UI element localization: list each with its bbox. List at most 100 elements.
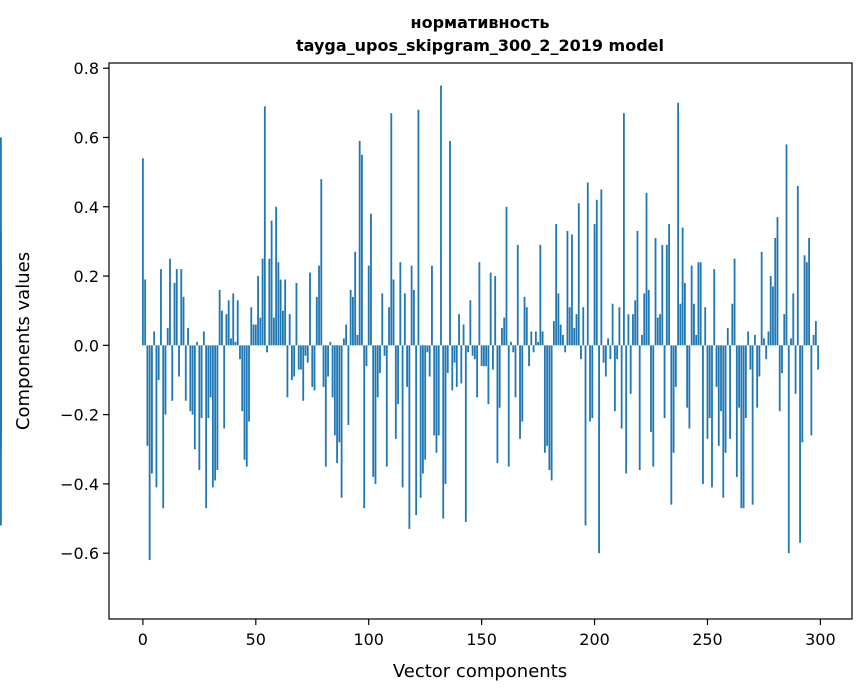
- bar: [503, 317, 506, 346]
- bar: [379, 345, 381, 374]
- bar: [288, 314, 291, 346]
- bar: [695, 334, 698, 346]
- bar: [510, 341, 512, 346]
- bar: [270, 220, 273, 346]
- bar: [817, 345, 820, 370]
- bar: [521, 345, 524, 422]
- bar: [480, 345, 483, 367]
- bar: [636, 231, 639, 346]
- bar: [250, 307, 253, 346]
- bar: [541, 331, 544, 346]
- y-tick-label: 0.2: [74, 267, 99, 286]
- bar: [182, 296, 185, 346]
- bar: [243, 345, 246, 460]
- bar: [643, 293, 646, 346]
- bar: [532, 345, 535, 353]
- bar: [291, 345, 293, 380]
- x-tick-label: 100: [353, 630, 384, 649]
- bar: [753, 334, 756, 346]
- bar: [476, 345, 479, 398]
- bar: [320, 179, 323, 346]
- bar: [564, 345, 567, 353]
- bar: [693, 303, 695, 346]
- bar: [519, 345, 521, 439]
- bar: [801, 345, 804, 443]
- bar: [394, 345, 397, 439]
- bar: [726, 328, 729, 346]
- bar: [799, 345, 801, 543]
- bar: [498, 345, 501, 408]
- bar: [494, 276, 497, 346]
- bar: [679, 303, 682, 346]
- bar: [489, 272, 492, 346]
- y-tick-label: −0.4: [60, 475, 99, 494]
- bar: [652, 345, 655, 467]
- bar: [412, 289, 415, 346]
- bar: [358, 140, 361, 346]
- bar: [598, 345, 600, 554]
- bar: [774, 237, 777, 346]
- bar: [160, 269, 162, 346]
- bar: [769, 276, 772, 346]
- bar: [300, 345, 302, 370]
- bar: [604, 345, 607, 377]
- bar: [629, 345, 632, 394]
- bar: [324, 345, 327, 467]
- bar: [318, 265, 320, 346]
- x-tick-label: 200: [579, 630, 610, 649]
- bar: [796, 185, 799, 346]
- bar: [496, 345, 499, 464]
- bar: [248, 345, 250, 422]
- y-axis: −0.6 −0.4 −0.2 0.0 0.2 0.4 0.6 0.8: [60, 59, 109, 563]
- bar: [729, 345, 731, 439]
- bar: [141, 158, 144, 346]
- bar: [437, 345, 440, 436]
- bar: [169, 258, 171, 346]
- bar: [654, 237, 657, 346]
- bar: [711, 345, 713, 488]
- bar: [272, 317, 275, 346]
- bar: [455, 345, 458, 387]
- bar: [162, 345, 165, 509]
- bar: [254, 324, 257, 346]
- bar: [731, 303, 734, 346]
- bar: [241, 345, 244, 412]
- bar: [525, 307, 528, 346]
- bar: [198, 345, 201, 471]
- bar: [467, 345, 469, 353]
- bar: [783, 314, 786, 346]
- bar: [697, 262, 700, 346]
- plot-frame: [108, 62, 853, 620]
- y-tick-label: 0.8: [74, 59, 99, 78]
- bar: [557, 293, 560, 346]
- bar: [611, 303, 614, 346]
- bar: [390, 113, 393, 346]
- bar: [785, 144, 788, 346]
- bar: [340, 345, 343, 498]
- bar: [600, 189, 603, 346]
- bar: [458, 314, 460, 346]
- y-tick-label: 0.6: [74, 128, 99, 147]
- bar: [370, 213, 372, 346]
- bar: [473, 345, 476, 360]
- bar: [342, 338, 345, 346]
- bar: [428, 345, 431, 377]
- bar: [562, 334, 564, 346]
- bar: [207, 345, 210, 419]
- chart-subtitle: tayga_upos_skipgram_300_2_2019 model: [296, 36, 664, 55]
- bar: [417, 109, 420, 346]
- bar: [548, 345, 551, 471]
- bar: [555, 224, 558, 346]
- bar: [507, 345, 510, 467]
- bar: [431, 265, 433, 346]
- bar: [593, 224, 596, 346]
- bar: [385, 345, 388, 467]
- y-tick-label: −0.6: [60, 544, 99, 563]
- bar: [546, 345, 549, 446]
- bar: [781, 345, 783, 374]
- bar: [221, 310, 223, 346]
- bar: [623, 113, 625, 346]
- bar: [349, 289, 352, 346]
- bar: [164, 345, 167, 415]
